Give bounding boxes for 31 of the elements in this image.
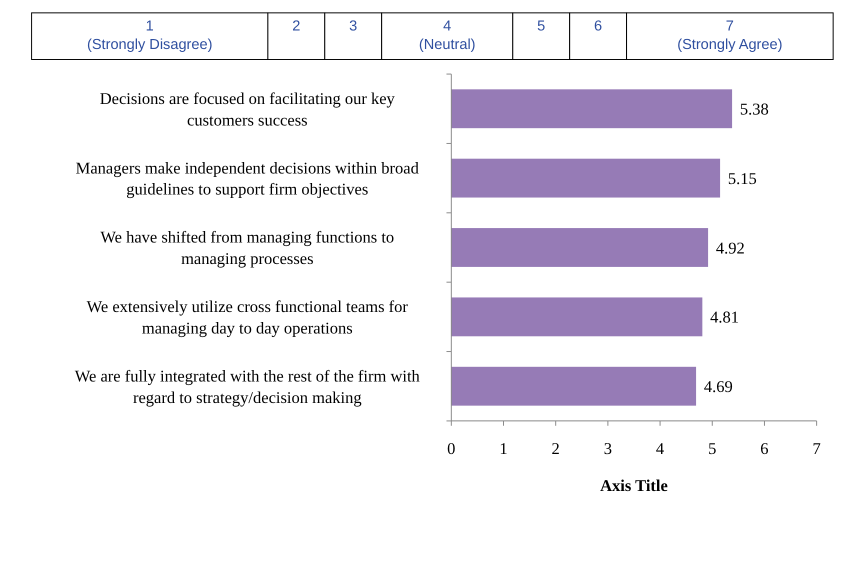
text: 4 (Neutral) [418, 18, 476, 53]
x-axis-title: Axis Title [600, 476, 668, 495]
text: 3 [349, 18, 358, 34]
x-tick-label: 4 [656, 438, 664, 458]
y-tick-label: We have shifted from managing functions to managing processes [100, 228, 394, 268]
bar [451, 89, 732, 128]
y-tick-label: We extensively utilize cross functional teams for managing day to day operations [86, 297, 408, 338]
x-tick-label: 7 [812, 438, 821, 458]
x-tick-label: 1 [499, 438, 508, 458]
data-label: 4.92 [716, 238, 745, 258]
y-tick-label: Managers make independent decisions within broad guidelines to support firm objectives [76, 158, 420, 199]
y-tick-label: We are fully integrated with the rest of the firm with regard to strategy/decision making [74, 366, 421, 407]
x-tick-label: 2 [552, 438, 560, 458]
bar [451, 366, 696, 406]
text: 7 (Strongly Agree) [677, 18, 782, 53]
data-label: 4.69 [704, 377, 733, 396]
data-label: 5.38 [740, 100, 769, 119]
x-tick-label: 6 [760, 438, 769, 458]
text: 1 (Strongly Disagree) [87, 18, 212, 53]
bar [451, 297, 702, 336]
data-label: 4.81 [710, 308, 739, 327]
text: 5 [537, 18, 546, 34]
x-tick-label: 5 [708, 438, 716, 458]
bar [451, 228, 708, 267]
x-tick-label: 3 [604, 438, 612, 458]
data-label: 5.15 [728, 168, 757, 188]
y-tick-label: Decisions are focused on facilitating our key customers success [100, 88, 396, 130]
bar [451, 158, 720, 198]
x-tick-label: 0 [447, 438, 456, 458]
text: 2 [292, 18, 300, 34]
text: 6 [594, 18, 602, 34]
